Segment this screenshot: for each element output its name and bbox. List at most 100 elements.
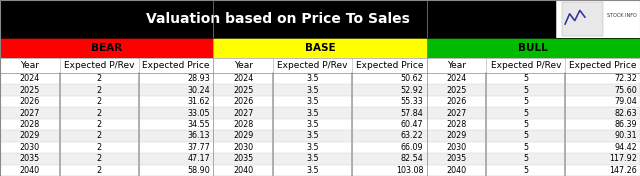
Text: 2035: 2035 bbox=[447, 154, 467, 163]
Text: 5: 5 bbox=[524, 143, 529, 152]
Bar bbox=[0, 58, 640, 73]
Text: Year: Year bbox=[234, 61, 253, 70]
Text: 5: 5 bbox=[524, 97, 529, 106]
Text: 33.05: 33.05 bbox=[188, 109, 210, 118]
Text: 5: 5 bbox=[524, 120, 529, 129]
Text: 2030: 2030 bbox=[447, 143, 467, 152]
Text: 2: 2 bbox=[97, 143, 102, 152]
Bar bbox=[0, 142, 640, 153]
Text: 2: 2 bbox=[97, 97, 102, 106]
Text: 2: 2 bbox=[97, 120, 102, 129]
Bar bbox=[556, 0, 640, 38]
Text: Expected Price: Expected Price bbox=[569, 61, 636, 70]
Text: 2: 2 bbox=[97, 86, 102, 95]
Text: 5: 5 bbox=[524, 131, 529, 140]
Text: 3.5: 3.5 bbox=[306, 109, 319, 118]
Text: 86.39: 86.39 bbox=[614, 120, 637, 129]
Text: 2: 2 bbox=[97, 74, 102, 83]
Text: 2035: 2035 bbox=[233, 154, 253, 163]
Text: Expected Price: Expected Price bbox=[142, 61, 210, 70]
Bar bbox=[0, 130, 640, 142]
Text: 2029: 2029 bbox=[20, 131, 40, 140]
Text: 2030: 2030 bbox=[233, 143, 253, 152]
Text: 47.17: 47.17 bbox=[188, 154, 210, 163]
Text: 55.33: 55.33 bbox=[401, 97, 424, 106]
Text: 79.04: 79.04 bbox=[614, 97, 637, 106]
Text: 147.26: 147.26 bbox=[609, 166, 637, 175]
Text: 2: 2 bbox=[97, 166, 102, 175]
Text: 30.24: 30.24 bbox=[188, 86, 210, 95]
Text: 60.47: 60.47 bbox=[401, 120, 424, 129]
Text: 2027: 2027 bbox=[233, 109, 253, 118]
Text: 3.5: 3.5 bbox=[306, 120, 319, 129]
Text: 2028: 2028 bbox=[233, 120, 253, 129]
Text: 2024: 2024 bbox=[233, 74, 253, 83]
Text: 2028: 2028 bbox=[447, 120, 467, 129]
Bar bbox=[0, 0, 556, 38]
Text: 82.54: 82.54 bbox=[401, 154, 424, 163]
Text: 3.5: 3.5 bbox=[306, 97, 319, 106]
Bar bbox=[0, 96, 640, 107]
Bar bbox=[427, 38, 640, 58]
Text: 58.90: 58.90 bbox=[188, 166, 210, 175]
Bar bbox=[0, 107, 640, 119]
Text: 2040: 2040 bbox=[447, 166, 467, 175]
Text: 2025: 2025 bbox=[446, 86, 467, 95]
Text: 50.62: 50.62 bbox=[401, 74, 424, 83]
Text: 2027: 2027 bbox=[446, 109, 467, 118]
Text: 2040: 2040 bbox=[20, 166, 40, 175]
Text: STOCK INFO: STOCK INFO bbox=[607, 13, 637, 18]
Text: 28.93: 28.93 bbox=[188, 74, 210, 83]
Text: 3.5: 3.5 bbox=[306, 154, 319, 163]
Text: 103.08: 103.08 bbox=[396, 166, 424, 175]
Text: 2035: 2035 bbox=[20, 154, 40, 163]
Text: 2024: 2024 bbox=[20, 74, 40, 83]
Text: 63.22: 63.22 bbox=[401, 131, 424, 140]
Bar bbox=[0, 153, 640, 165]
Bar bbox=[0, 38, 213, 58]
Text: Expected P/Rev: Expected P/Rev bbox=[64, 61, 134, 70]
Bar bbox=[562, 2, 603, 36]
Text: Year: Year bbox=[447, 61, 466, 70]
Text: 66.09: 66.09 bbox=[401, 143, 424, 152]
Text: 75.60: 75.60 bbox=[614, 86, 637, 95]
Text: 2026: 2026 bbox=[20, 97, 40, 106]
Text: Year: Year bbox=[20, 61, 40, 70]
Text: 5: 5 bbox=[524, 86, 529, 95]
Text: 2: 2 bbox=[97, 154, 102, 163]
Text: 31.62: 31.62 bbox=[188, 97, 210, 106]
Text: 34.55: 34.55 bbox=[188, 120, 210, 129]
Bar bbox=[0, 73, 640, 84]
Text: 3.5: 3.5 bbox=[306, 166, 319, 175]
Text: 2028: 2028 bbox=[20, 120, 40, 129]
Text: 2024: 2024 bbox=[447, 74, 467, 83]
Text: 2027: 2027 bbox=[20, 109, 40, 118]
Text: 5: 5 bbox=[524, 109, 529, 118]
Text: Valuation based on Price To Sales: Valuation based on Price To Sales bbox=[146, 12, 410, 26]
Text: Expected P/Rev: Expected P/Rev bbox=[277, 61, 348, 70]
Text: 117.92: 117.92 bbox=[609, 154, 637, 163]
Text: 52.92: 52.92 bbox=[401, 86, 424, 95]
Text: Expected P/Rev: Expected P/Rev bbox=[491, 61, 561, 70]
Text: 82.63: 82.63 bbox=[614, 109, 637, 118]
Text: 3.5: 3.5 bbox=[306, 143, 319, 152]
Text: 36.13: 36.13 bbox=[188, 131, 210, 140]
Text: 94.42: 94.42 bbox=[614, 143, 637, 152]
Bar bbox=[213, 38, 427, 58]
Text: 57.84: 57.84 bbox=[401, 109, 424, 118]
Text: 3.5: 3.5 bbox=[306, 74, 319, 83]
Text: 72.32: 72.32 bbox=[614, 74, 637, 83]
Text: BULL: BULL bbox=[518, 43, 548, 53]
Bar bbox=[0, 119, 640, 130]
Text: 2029: 2029 bbox=[233, 131, 253, 140]
Bar bbox=[0, 165, 640, 176]
Text: 2025: 2025 bbox=[20, 86, 40, 95]
Text: 2030: 2030 bbox=[20, 143, 40, 152]
Text: 2029: 2029 bbox=[446, 131, 467, 140]
Bar bbox=[0, 84, 640, 96]
Text: 5: 5 bbox=[524, 154, 529, 163]
Text: 3.5: 3.5 bbox=[306, 131, 319, 140]
Text: 5: 5 bbox=[524, 74, 529, 83]
Text: 3.5: 3.5 bbox=[306, 86, 319, 95]
Text: 2: 2 bbox=[97, 131, 102, 140]
